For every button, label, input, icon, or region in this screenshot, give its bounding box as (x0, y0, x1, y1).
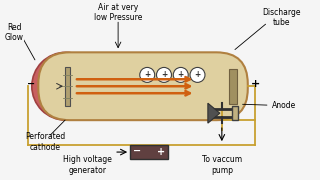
Text: −: − (27, 79, 36, 89)
Text: +: + (194, 70, 201, 79)
Text: +: + (157, 147, 165, 157)
Circle shape (156, 68, 172, 82)
Text: To vaccum
pump: To vaccum pump (202, 155, 242, 175)
Text: Discharge
tube: Discharge tube (262, 8, 301, 27)
Bar (229, 69, 237, 103)
Text: Perforated
cathode: Perforated cathode (25, 132, 65, 152)
FancyBboxPatch shape (38, 52, 248, 120)
Circle shape (190, 68, 205, 82)
Bar (232, 106, 238, 120)
Text: +: + (161, 70, 167, 79)
Text: −: − (133, 146, 141, 156)
Text: +: + (144, 70, 150, 79)
Text: +: + (251, 79, 260, 89)
Text: +: + (178, 70, 184, 79)
Circle shape (32, 52, 100, 120)
Text: Air at very
low Pressure: Air at very low Pressure (94, 3, 142, 22)
Circle shape (140, 68, 155, 82)
Text: High voltage
generator: High voltage generator (63, 155, 112, 175)
Polygon shape (208, 103, 220, 123)
Circle shape (173, 68, 188, 82)
Text: Red
Glow: Red Glow (5, 23, 24, 42)
Text: Anode: Anode (272, 101, 296, 110)
Bar (130, 145, 168, 159)
Bar (65, 67, 70, 106)
